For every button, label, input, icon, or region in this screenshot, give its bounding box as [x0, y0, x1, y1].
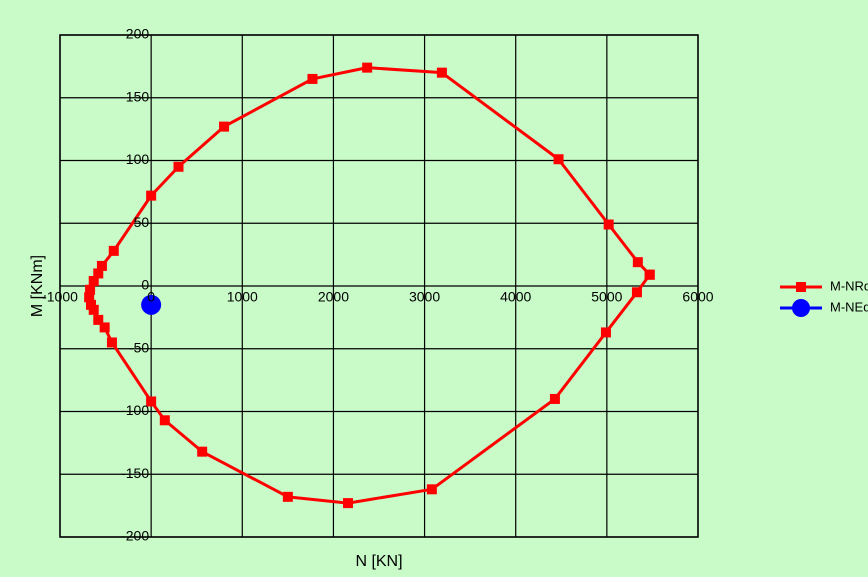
- data-point-m-nrd: [549, 393, 560, 404]
- x-tick-label: 1000: [227, 288, 258, 304]
- data-point-m-nrd: [88, 304, 99, 315]
- data-point-m-nrd: [106, 337, 117, 348]
- y-tick-label: 200: [126, 26, 150, 42]
- data-point-m-nrd: [173, 161, 184, 172]
- y-tick-label: 0: [141, 277, 149, 293]
- legend-label: M-NRd: [830, 278, 868, 293]
- data-point-m-nrd: [99, 322, 110, 333]
- x-tick-label: 2000: [318, 288, 349, 304]
- data-point-m-nrd: [88, 275, 99, 286]
- x-tick-label: 5000: [591, 288, 622, 304]
- data-point-m-nrd: [631, 287, 642, 298]
- data-point-m-nrd: [85, 299, 96, 310]
- data-point-m-nrd: [600, 327, 611, 338]
- y-tick-label: -100: [121, 402, 149, 418]
- data-point-m-nrd: [146, 396, 157, 407]
- data-point-m-nrd: [159, 415, 170, 426]
- y-tick-label: 100: [126, 151, 150, 167]
- x-tick-label: 0: [147, 288, 155, 304]
- data-point-m-nrd: [282, 491, 293, 502]
- y-tick-label: 150: [126, 88, 150, 104]
- y-axis-title: M [KNm]: [29, 255, 46, 317]
- data-point-m-nrd: [93, 314, 104, 325]
- data-point-m-nrd: [426, 484, 437, 495]
- legend-label: M-NEd: [830, 299, 868, 314]
- y-tick-label: -50: [129, 339, 149, 355]
- x-tick-label: -1000: [42, 288, 78, 304]
- data-point-m-nrd: [343, 498, 354, 509]
- data-point-m-nrd: [84, 292, 95, 303]
- data-point-m-nrd: [362, 62, 373, 73]
- x-tick-label: 6000: [682, 288, 713, 304]
- data-point-m-ned: [141, 294, 162, 315]
- legend-swatch-marker: [792, 299, 810, 317]
- y-tick-label: -200: [121, 528, 149, 544]
- x-axis-title: N [KN]: [355, 553, 402, 570]
- data-point-m-nrd: [93, 268, 104, 279]
- data-point-m-nrd: [553, 154, 564, 165]
- data-point-m-nrd: [603, 219, 614, 230]
- data-point-m-nrd: [108, 245, 119, 256]
- legend-item-m-nrd: M-NRd: [780, 278, 868, 293]
- data-point-m-nrd: [436, 67, 447, 78]
- data-point-m-nrd: [85, 284, 96, 295]
- y-tick-label: 50: [134, 214, 150, 230]
- y-tick-label: -150: [121, 465, 149, 481]
- x-tick-label: 3000: [409, 288, 440, 304]
- legend-swatch-marker: [796, 282, 806, 292]
- legend-item-m-ned: M-NEd: [780, 299, 868, 317]
- series-line-m-nrd: [87, 66, 651, 505]
- data-point-m-nrd: [219, 121, 230, 132]
- data-point-m-nrd: [197, 446, 208, 457]
- data-point-m-nrd: [632, 257, 643, 268]
- data-point-m-nrd: [146, 190, 157, 201]
- data-point-m-nrd: [644, 269, 655, 280]
- data-point-m-nrd: [96, 260, 107, 271]
- data-point-m-nrd: [307, 73, 318, 84]
- x-tick-label: 4000: [500, 288, 531, 304]
